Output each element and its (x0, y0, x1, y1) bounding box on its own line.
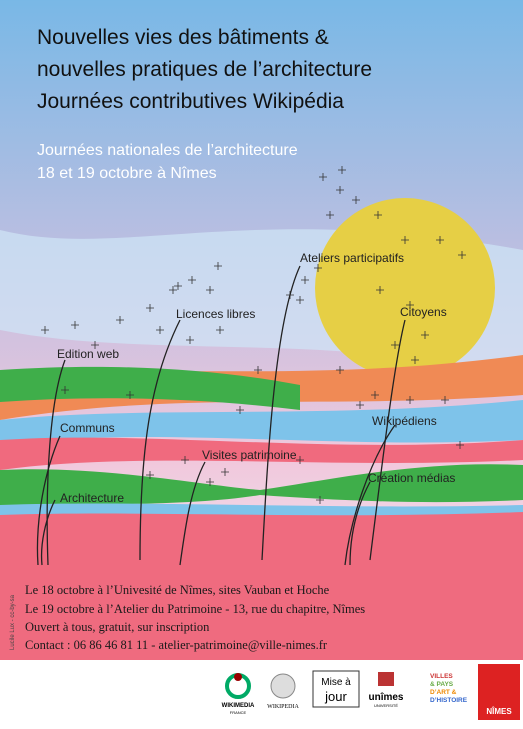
label: Wikipédiens (372, 414, 437, 428)
cross (314, 264, 322, 272)
info-line: Ouvert à tous, gratuit, sur inscription (25, 620, 210, 634)
cross (206, 478, 214, 486)
info-line: Contact : 06 86 46 81 11 - atelier-patri… (25, 638, 328, 652)
cross (214, 262, 222, 270)
label: Architecture (60, 491, 124, 505)
cross (188, 276, 196, 284)
logo-text: jour (324, 689, 347, 704)
logo-villes: VILLES & PAYS D’ART & D’HISTOIRE (430, 673, 468, 704)
logo-text: VILLES (430, 673, 453, 680)
cross (456, 441, 464, 449)
label: Citoyens (400, 305, 447, 319)
cross (296, 296, 304, 304)
credit: Lucile Lux - cc-by-sa (10, 594, 16, 650)
band-green (0, 366, 300, 410)
label: Ateliers participatifs (300, 251, 404, 265)
label: Edition web (57, 347, 119, 361)
info-line: Le 19 octobre à l’Atelier du Patrimoine … (25, 602, 365, 616)
cross (91, 341, 99, 349)
cross (338, 166, 346, 174)
cross (126, 391, 134, 399)
band-blue (0, 400, 523, 445)
title-line: nouvelles pratiques de l’architecture (37, 58, 372, 81)
cross (61, 386, 69, 394)
cross (156, 326, 164, 334)
cross (181, 456, 189, 464)
cross (336, 186, 344, 194)
cross (236, 406, 244, 414)
label: Création médias (368, 471, 455, 485)
logo-nimes: NÎMES (478, 664, 520, 720)
cross (169, 286, 177, 294)
cross (458, 251, 466, 259)
logo-wikimedia: WIKIMEDIA FRANCE (222, 673, 255, 715)
cross (436, 236, 444, 244)
logo-text: FRANCE (230, 710, 247, 715)
subtitle-line: Journées nationales de l’architecture (37, 142, 298, 159)
cross (326, 211, 334, 219)
cross (146, 471, 154, 479)
band-green2 (0, 464, 523, 505)
logo-text: WIKIMEDIA (222, 703, 255, 709)
label: Visites patrimoine (202, 448, 297, 462)
label: Licences libres (176, 307, 255, 321)
logo-text: WIKIPEDIA (267, 704, 299, 710)
logo-text: & PAYS (430, 681, 454, 688)
cross (146, 304, 154, 312)
title-line: Nouvelles vies des bâtiments & (37, 26, 329, 49)
cross (441, 396, 449, 404)
info-line: Le 18 octobre à l’Univesité de Nîmes, si… (25, 583, 330, 597)
cross (41, 326, 49, 334)
cross (356, 401, 364, 409)
cross (352, 196, 360, 204)
stems (36, 265, 406, 566)
cross (254, 366, 262, 374)
sun (315, 198, 495, 378)
subtitle-line: 18 et 19 octobre à Nîmes (37, 165, 217, 182)
cross (174, 282, 182, 290)
title-line: Journées contributives Wikipédia (37, 90, 344, 113)
cross (71, 321, 79, 329)
footer (0, 660, 523, 724)
logo-text: NÎMES (486, 707, 512, 716)
logo-miseajour: Mise à jour (312, 670, 360, 708)
cross (316, 496, 324, 504)
band-bottom (0, 512, 523, 660)
cross (411, 356, 419, 364)
logo-text: Mise à (321, 677, 351, 688)
logo-text: D’ART & (430, 689, 457, 696)
crosses (41, 166, 466, 504)
logo-unimes: unîmes UNIVERSITÉ (368, 672, 404, 708)
label: Communs (60, 421, 115, 435)
cross (296, 456, 304, 464)
cross (371, 391, 379, 399)
cross (376, 286, 384, 294)
cross (391, 341, 399, 349)
cross (186, 336, 194, 344)
cross (406, 396, 414, 404)
cross (421, 331, 429, 339)
cross (221, 468, 229, 476)
cross (406, 301, 414, 309)
logo-text: unîmes (368, 692, 403, 703)
band-pink (0, 437, 523, 470)
cross (301, 276, 309, 284)
logo-wikipedia: WIKIPEDIA (267, 673, 299, 710)
logo-text: UNIVERSITÉ (374, 703, 398, 708)
cross (401, 236, 409, 244)
cross (206, 286, 214, 294)
cross (116, 316, 124, 324)
logo-text: D’HISTOIRE (430, 697, 468, 704)
cross (319, 173, 327, 181)
cross (374, 211, 382, 219)
cross (336, 366, 344, 374)
cross (216, 326, 224, 334)
